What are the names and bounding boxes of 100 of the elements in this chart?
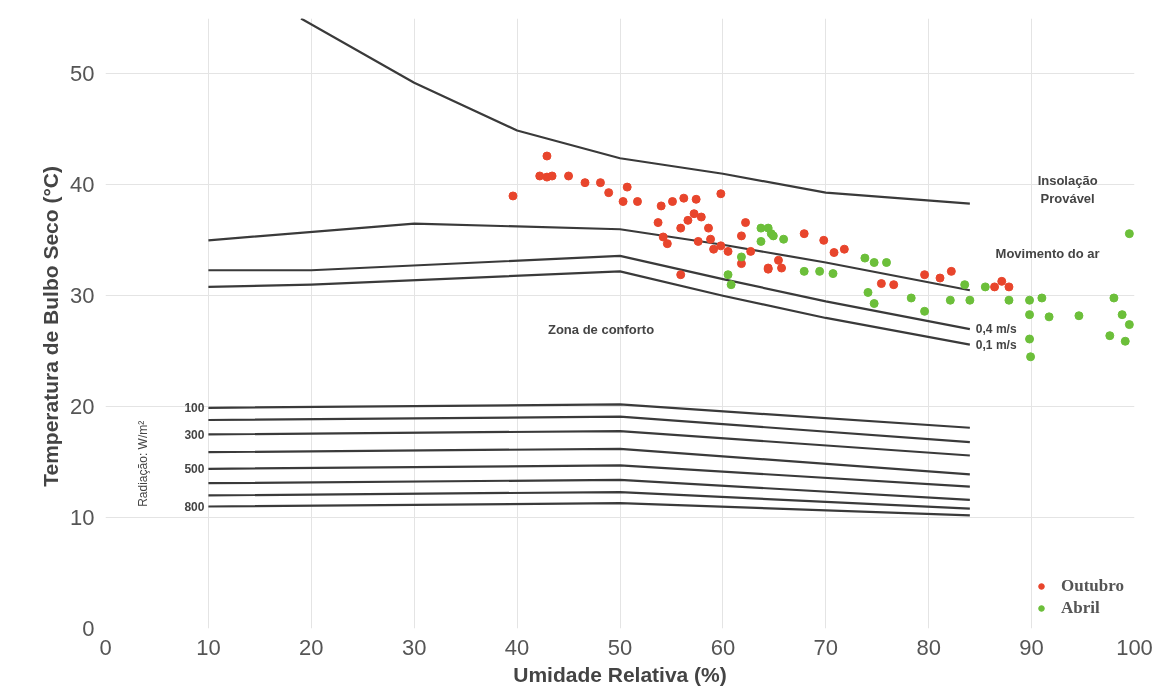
point	[736, 252, 746, 262]
point	[1025, 295, 1035, 305]
point	[716, 241, 726, 251]
x-tick-label: 100	[1116, 634, 1153, 660]
point	[676, 223, 686, 233]
y-tick-label: 50	[70, 61, 95, 87]
point	[1004, 282, 1014, 292]
point	[658, 232, 668, 242]
x-tick-label: 20	[299, 634, 324, 660]
point	[935, 273, 945, 283]
point	[1105, 331, 1115, 341]
point	[741, 218, 751, 228]
x-tick-label: 30	[401, 634, 427, 660]
x-tick-label: 70	[813, 634, 839, 660]
point	[860, 253, 870, 263]
point	[946, 266, 956, 276]
point	[839, 244, 849, 254]
point	[799, 266, 809, 276]
point	[815, 266, 825, 276]
point	[693, 236, 703, 246]
point	[726, 280, 736, 290]
point	[1117, 310, 1127, 320]
point	[723, 246, 733, 256]
point	[706, 234, 716, 244]
series-label: 100	[184, 401, 205, 416]
point	[756, 223, 766, 233]
point	[580, 178, 590, 188]
y-tick-label: 40	[70, 172, 95, 198]
y-tick-label: 30	[70, 283, 95, 309]
line-series	[207, 270, 971, 346]
point	[945, 295, 955, 305]
x-axis-title: Umidade Relativa (%)	[513, 662, 727, 686]
point	[656, 201, 666, 211]
series-label: 0,1 m/s	[975, 337, 1017, 352]
x-tick-label: 80	[916, 634, 941, 660]
point	[746, 246, 756, 256]
point	[1120, 336, 1130, 346]
y-tick-label: 20	[70, 394, 95, 420]
point	[980, 282, 990, 292]
point	[703, 223, 713, 233]
point	[662, 239, 672, 249]
point	[869, 258, 879, 267]
point	[1124, 320, 1134, 330]
point	[1026, 352, 1036, 362]
point	[622, 182, 632, 192]
point	[863, 287, 873, 297]
point	[889, 280, 899, 290]
point	[906, 293, 916, 303]
point	[920, 270, 930, 280]
point	[1004, 295, 1014, 305]
point	[1044, 312, 1054, 322]
x-tick-label: 50	[607, 634, 633, 660]
point	[564, 171, 574, 181]
point	[876, 279, 886, 289]
point	[920, 306, 930, 316]
x-tick-label: 0	[99, 634, 112, 660]
point	[819, 235, 829, 245]
point	[777, 263, 787, 273]
point	[595, 178, 605, 188]
point	[736, 231, 746, 241]
x-tick-label: 40	[504, 634, 530, 660]
point	[691, 194, 701, 204]
point	[763, 223, 773, 233]
y-tick-label: 10	[70, 505, 95, 531]
line-series	[299, 18, 971, 205]
point	[799, 229, 809, 239]
point	[1124, 229, 1134, 239]
point	[1025, 334, 1035, 344]
point	[869, 299, 879, 309]
series-label: 300	[184, 427, 205, 442]
point	[882, 258, 892, 267]
point	[723, 270, 733, 280]
x-tick-label: 10	[196, 634, 221, 660]
point	[1109, 293, 1119, 303]
point	[960, 280, 970, 290]
point	[1037, 293, 1047, 303]
series-label: 0,4 m/s	[975, 322, 1017, 337]
point	[604, 188, 614, 198]
annotation: Radiação: W/m²	[135, 420, 150, 507]
point	[829, 248, 839, 258]
x-tick-label: 90	[1019, 634, 1044, 660]
x-tick-label: 60	[710, 634, 736, 660]
point	[709, 244, 719, 254]
point	[990, 282, 1000, 292]
point	[667, 197, 677, 206]
point	[696, 212, 706, 222]
point	[779, 234, 789, 244]
point	[736, 259, 746, 269]
point	[679, 193, 689, 203]
point	[1025, 310, 1035, 320]
point	[618, 197, 628, 206]
annotation: Insolação Provável	[1037, 172, 1098, 206]
annotation: Movimento do ar	[995, 245, 1100, 261]
point	[997, 276, 1007, 286]
point	[689, 209, 699, 219]
point	[683, 215, 693, 225]
point	[542, 151, 552, 161]
line-series	[207, 222, 971, 292]
point	[535, 171, 545, 181]
point	[632, 197, 642, 206]
